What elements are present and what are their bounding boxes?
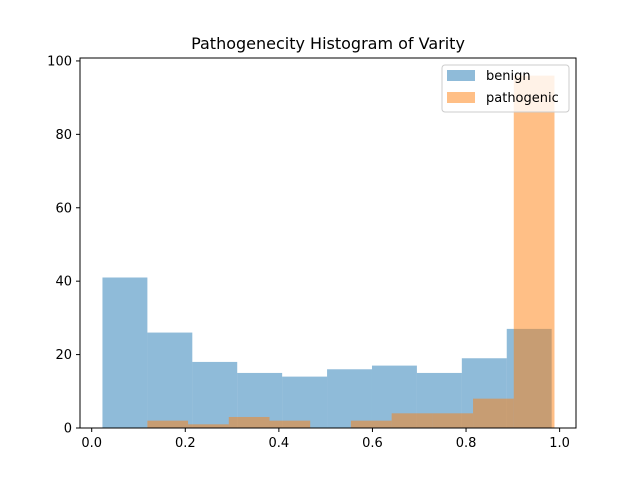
y-tick-label: 40 bbox=[55, 275, 72, 290]
bars-layer bbox=[102, 75, 555, 428]
bar-pathogenic-7 bbox=[391, 413, 433, 428]
bar-pathogenic-8 bbox=[432, 413, 474, 428]
x-tick-label: 0.0 bbox=[81, 436, 102, 451]
bar-pathogenic-10 bbox=[513, 75, 555, 428]
bar-pathogenic-9 bbox=[473, 398, 514, 428]
x-tick-label: 0.4 bbox=[269, 436, 290, 451]
legend-label-benign: benign bbox=[486, 69, 531, 84]
bar-pathogenic-6 bbox=[350, 420, 392, 428]
bar-pathogenic-2 bbox=[188, 424, 229, 428]
bar-benign-1 bbox=[102, 277, 148, 428]
bar-pathogenic-4 bbox=[269, 420, 311, 428]
bar-benign-6 bbox=[327, 369, 372, 428]
chart-title: Pathogenecity Histogram of Varity bbox=[191, 34, 465, 53]
x-axis-ticks: 0.0 0.2 0.4 0.6 0.8 1.0 bbox=[81, 428, 570, 451]
plot-area-frame bbox=[79, 57, 577, 429]
x-tick-label: 0.2 bbox=[175, 436, 196, 451]
y-tick-label: 20 bbox=[55, 348, 72, 363]
bar-pathogenic-1 bbox=[147, 420, 189, 428]
y-axis-ticks: 0 20 40 60 80 100 bbox=[47, 54, 80, 437]
y-tick-label: 100 bbox=[47, 54, 72, 69]
bar-benign-2 bbox=[147, 332, 193, 428]
legend-swatch-benign bbox=[447, 70, 475, 81]
x-tick-label: 0.8 bbox=[456, 436, 477, 451]
y-tick-label: 80 bbox=[55, 128, 72, 143]
y-tick-label: 60 bbox=[55, 201, 72, 216]
x-tick-label: 1.0 bbox=[549, 436, 570, 451]
x-tick-label: 0.6 bbox=[362, 436, 383, 451]
legend: benign pathogenic bbox=[441, 64, 570, 113]
bar-benign-5 bbox=[282, 376, 328, 428]
legend-swatch-pathogenic bbox=[447, 92, 475, 103]
y-tick-label: 0 bbox=[64, 422, 72, 437]
legend-label-pathogenic: pathogenic bbox=[486, 91, 559, 106]
bar-pathogenic-3 bbox=[228, 416, 270, 428]
